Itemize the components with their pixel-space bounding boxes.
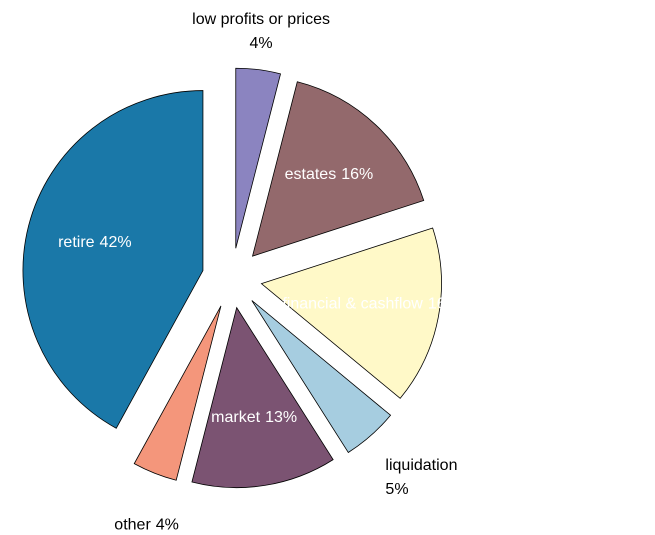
category-label: retire xyxy=(58,234,95,251)
pie-slice xyxy=(260,227,442,399)
value-label: 16% xyxy=(428,296,460,313)
category-label: other xyxy=(114,517,151,534)
pie-slice xyxy=(22,90,204,429)
pie-slice xyxy=(191,306,334,489)
category-label: market xyxy=(211,409,260,426)
slice-label: market 13% xyxy=(211,409,297,426)
slice-label: retire 42% xyxy=(58,234,131,251)
value-label: 13% xyxy=(265,409,297,426)
pie-slice xyxy=(133,305,222,481)
category-label: liquidation xyxy=(385,457,457,474)
pie-slice xyxy=(251,81,425,257)
value-label: 5% xyxy=(385,481,408,498)
category-label: low profits or prices xyxy=(192,11,330,28)
slice-label: estates 16% xyxy=(285,166,374,183)
pie-slice xyxy=(251,300,392,454)
pie-slice xyxy=(235,67,282,249)
category-label: estates xyxy=(285,166,337,183)
value-label: 4% xyxy=(250,35,273,52)
slice-label: financial & cashflow 16% xyxy=(282,296,460,313)
value-label: 16% xyxy=(341,166,373,183)
category-label: financial & cashflow xyxy=(282,296,423,313)
value-label: 42% xyxy=(100,234,132,251)
slice-label: other 4% xyxy=(114,517,179,534)
value-label: 4% xyxy=(156,517,179,534)
